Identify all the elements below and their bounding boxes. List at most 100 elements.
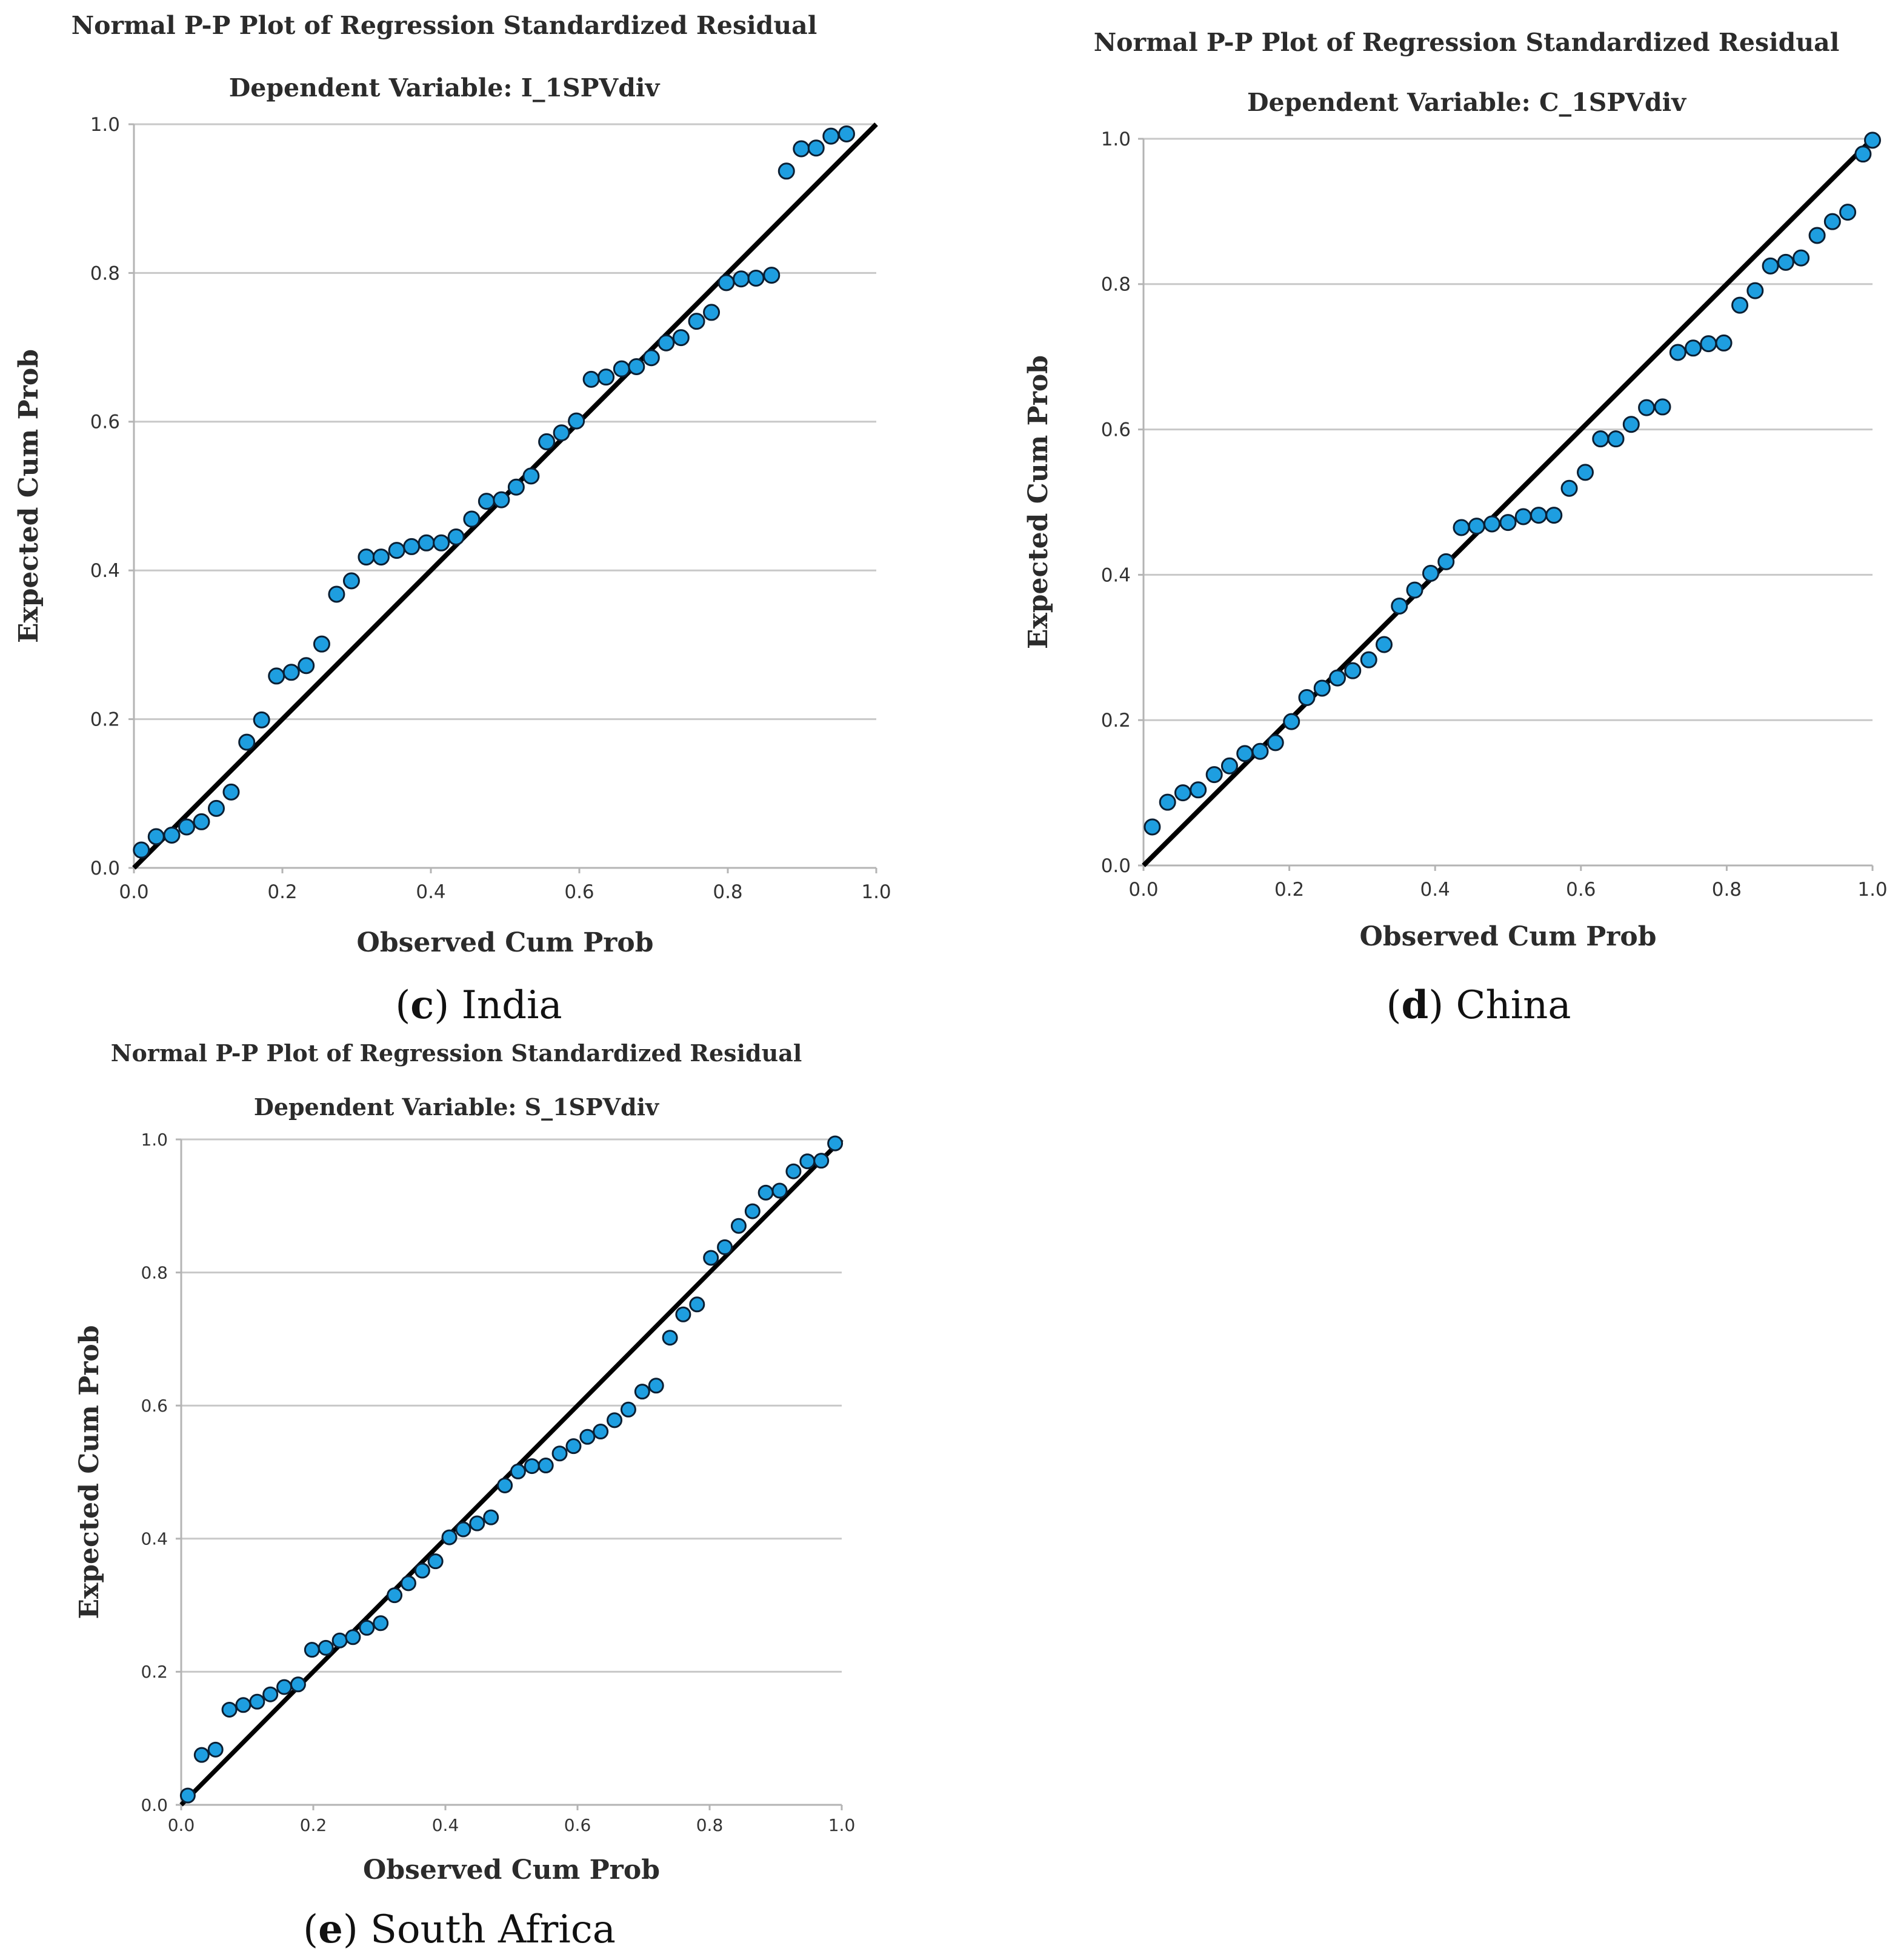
data-point bbox=[331, 1632, 348, 1648]
data-point bbox=[613, 360, 630, 378]
data-point bbox=[689, 1296, 705, 1313]
data-point bbox=[777, 162, 795, 180]
data-point bbox=[1864, 132, 1881, 149]
data-point bbox=[1777, 253, 1794, 271]
data-point bbox=[276, 1679, 293, 1695]
data-point bbox=[717, 274, 735, 292]
data-point bbox=[147, 828, 165, 845]
data-point bbox=[447, 528, 465, 545]
data-point bbox=[747, 269, 765, 287]
data-point bbox=[1607, 430, 1625, 448]
data-point bbox=[1298, 689, 1316, 707]
y-tick-label: 0.0 bbox=[141, 1795, 168, 1815]
x-tick-label: 1.0 bbox=[828, 1815, 856, 1835]
x-axis-label: Observed Cum Prob bbox=[357, 927, 654, 958]
x-tick-label: 0.6 bbox=[564, 881, 594, 903]
data-point bbox=[822, 127, 840, 145]
chart-title: Normal P-P Plot of Regression Standardiz… bbox=[1094, 28, 1840, 57]
data-point bbox=[178, 818, 195, 836]
x-tick-label: 0.8 bbox=[1712, 879, 1742, 901]
data-point bbox=[290, 1676, 306, 1693]
data-point bbox=[193, 813, 210, 830]
data-point bbox=[1360, 651, 1377, 668]
data-point bbox=[483, 1509, 499, 1525]
data-point bbox=[771, 1182, 788, 1199]
x-tick-label: 0.0 bbox=[119, 881, 148, 903]
data-point bbox=[253, 711, 270, 728]
data-point bbox=[1700, 335, 1717, 353]
data-point bbox=[1144, 818, 1161, 836]
data-point bbox=[607, 1412, 623, 1428]
y-axis-label: Expected Cum Prob bbox=[74, 1325, 105, 1619]
y-tick-label: 1.0 bbox=[141, 1130, 168, 1150]
y-tick-label: 1.0 bbox=[1101, 128, 1131, 150]
data-point bbox=[1344, 662, 1362, 679]
data-point bbox=[207, 1741, 224, 1758]
y-tick-label: 0.4 bbox=[90, 560, 120, 582]
x-axis-label: Observed Cum Prob bbox=[1360, 921, 1657, 952]
data-point bbox=[1823, 213, 1841, 230]
data-point bbox=[163, 827, 181, 844]
x-tick-label: 0.4 bbox=[416, 881, 445, 903]
data-point bbox=[1793, 249, 1810, 267]
data-point bbox=[1391, 597, 1408, 615]
data-point bbox=[1174, 784, 1191, 802]
data-point bbox=[1715, 334, 1733, 352]
data-point bbox=[222, 783, 240, 801]
data-point bbox=[1839, 204, 1857, 221]
data-point bbox=[1422, 565, 1439, 582]
data-point bbox=[207, 799, 225, 817]
x-tick-label: 0.2 bbox=[1274, 879, 1304, 901]
caption-text: South Africa bbox=[370, 1907, 616, 1952]
data-point bbox=[1437, 553, 1455, 570]
data-point bbox=[658, 334, 675, 352]
data-point bbox=[565, 1438, 582, 1455]
data-point bbox=[1530, 507, 1548, 524]
y-tick-label: 0.0 bbox=[90, 858, 120, 879]
data-point bbox=[463, 510, 481, 528]
data-point bbox=[553, 424, 570, 442]
x-tick-label: 0.8 bbox=[713, 881, 742, 903]
data-point bbox=[1251, 742, 1269, 760]
data-point bbox=[262, 1686, 279, 1702]
caption-close-paren: ) bbox=[434, 983, 461, 1028]
data-point bbox=[298, 657, 315, 675]
data-point bbox=[433, 534, 450, 552]
data-point bbox=[1592, 430, 1610, 448]
data-point bbox=[733, 270, 750, 288]
caption-letter: e bbox=[318, 1907, 343, 1952]
figure-caption: (c) India bbox=[395, 982, 562, 1028]
chart-subtitle: Dependent Variable: I_1SPVdiv bbox=[229, 73, 661, 102]
chart-panel-d: Normal P-P Plot of Regression Standardiz… bbox=[1023, 28, 1888, 1028]
caption-text: India bbox=[462, 983, 562, 1028]
caption-close-paren: ) bbox=[1428, 983, 1456, 1028]
data-point bbox=[582, 370, 600, 388]
y-tick-label: 0.0 bbox=[1101, 855, 1131, 877]
data-point bbox=[1731, 296, 1749, 314]
y-tick-label: 0.2 bbox=[1101, 710, 1131, 732]
x-tick-label: 0.0 bbox=[168, 1815, 195, 1835]
data-point bbox=[1808, 227, 1826, 244]
x-tick-label: 1.0 bbox=[861, 881, 891, 903]
data-point bbox=[1622, 416, 1640, 433]
x-tick-label: 0.4 bbox=[1420, 879, 1450, 901]
data-point bbox=[1375, 636, 1393, 653]
data-point bbox=[634, 1384, 650, 1400]
data-point bbox=[1577, 464, 1594, 481]
caption-letter: d bbox=[1401, 982, 1428, 1028]
y-tick-label: 0.6 bbox=[90, 412, 120, 433]
data-point bbox=[598, 368, 615, 386]
data-point bbox=[1190, 781, 1207, 799]
data-point bbox=[318, 1639, 334, 1656]
data-point bbox=[235, 1697, 251, 1713]
data-point bbox=[763, 267, 781, 284]
data-point bbox=[568, 412, 585, 430]
chart-subtitle: Dependent Variable: S_1SPVdiv bbox=[254, 1093, 660, 1121]
data-point bbox=[785, 1163, 802, 1179]
data-point bbox=[507, 478, 525, 496]
data-point bbox=[1453, 519, 1470, 536]
data-point bbox=[268, 667, 285, 685]
data-point bbox=[510, 1463, 526, 1479]
data-point bbox=[730, 1218, 747, 1234]
